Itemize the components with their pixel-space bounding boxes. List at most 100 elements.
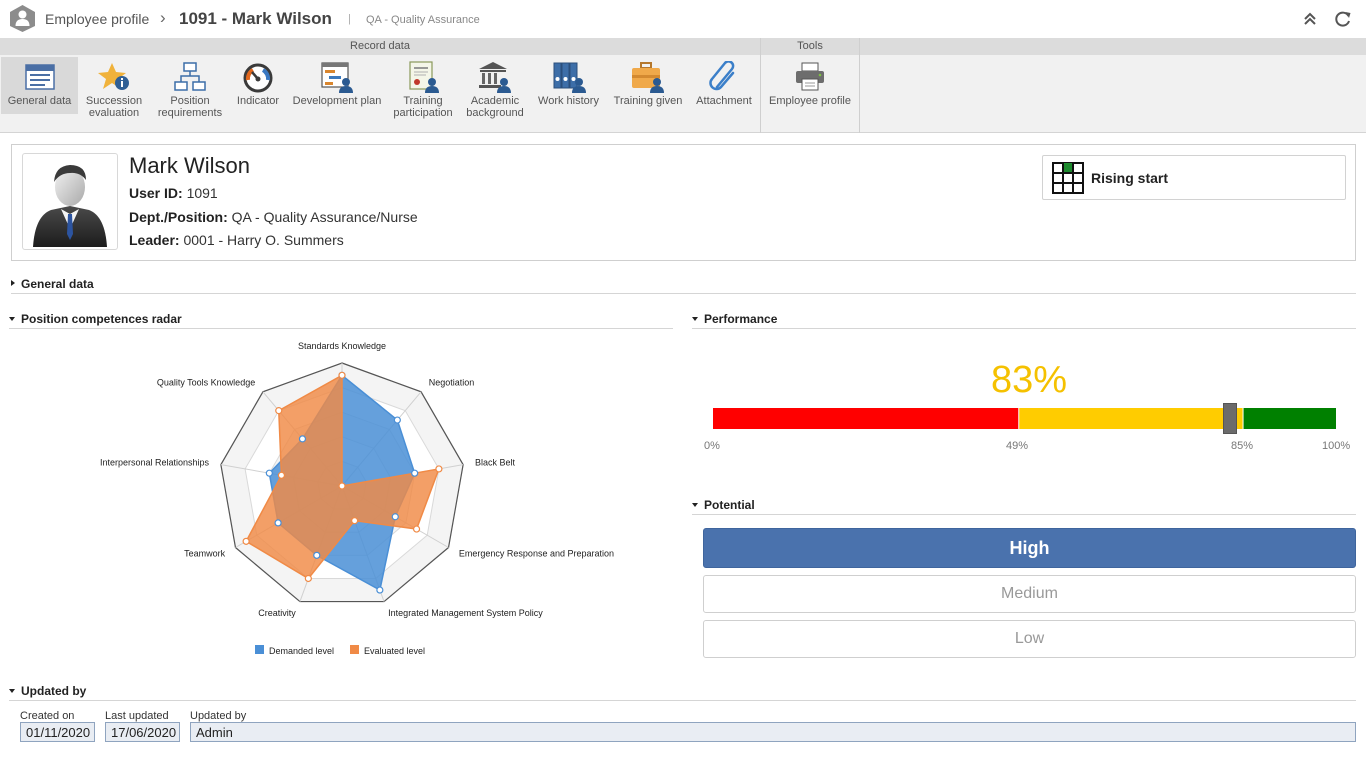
nine-box-grid-icon	[1052, 162, 1084, 194]
ribbon-label: requirements	[157, 107, 223, 119]
legend-swatch	[350, 645, 359, 654]
ribbon-label: evaluation	[88, 107, 140, 119]
app-logo-icon	[10, 5, 35, 32]
expand-arrow-icon	[11, 280, 15, 286]
breadcrumb-separator: ›	[160, 8, 166, 27]
ribbon-label: Academic	[470, 95, 520, 107]
classification-badge[interactable]: Rising start	[1042, 155, 1346, 200]
radar-axis-label: Negotiation	[429, 378, 475, 388]
collapse-arrow-icon	[692, 503, 698, 507]
ribbon-button-general-data[interactable]: General data	[1, 57, 78, 114]
user-id-row: User ID: 1091	[129, 185, 218, 201]
radar-axis-label: Integrated Management System Policy	[388, 608, 543, 618]
certificate-user-icon	[409, 61, 439, 93]
leader-value: 0001 - Harry O. Summers	[183, 232, 344, 248]
last-updated-field[interactable]: 17/06/2020	[105, 722, 180, 742]
potential-option-high[interactable]: High	[703, 528, 1356, 568]
ribbon-button-indicator[interactable]: Indicator	[232, 57, 284, 114]
radar-data-point	[242, 537, 250, 545]
group-header-filler	[860, 38, 1366, 55]
ribbon-button-position-requirements[interactable]: Position requirements	[152, 57, 228, 119]
ribbon-label: Attachment	[696, 95, 752, 107]
refresh-icon[interactable]	[1333, 9, 1353, 29]
radar-data-point	[275, 407, 283, 415]
gantt-user-icon	[321, 62, 353, 93]
collapse-icon[interactable]	[1300, 9, 1320, 29]
gauge-band	[1243, 408, 1336, 429]
ribbon-button-succession-evaluation[interactable]: Succession evaluation	[80, 57, 148, 119]
legend-label: Demanded level	[269, 646, 334, 656]
leader-label: Leader:	[129, 232, 180, 248]
avatar	[22, 153, 118, 250]
employee-card: Mark Wilson User ID: 1091 Dept./Position…	[11, 144, 1356, 261]
radar-outer-ring	[220, 362, 464, 603]
radar-data-point	[376, 586, 384, 594]
gauge-band	[1019, 408, 1243, 429]
radar-data-point	[391, 513, 399, 521]
group-tools-header: Tools	[761, 38, 859, 55]
ribbon-button-employee-profile[interactable]: Employee profile	[766, 57, 854, 114]
radar-data-point	[435, 465, 443, 473]
performance-gauge	[713, 408, 1336, 429]
leader-row: Leader: 0001 - Harry O. Summers	[129, 232, 344, 248]
legend-label: Evaluated level	[364, 646, 425, 656]
radar-series-area	[245, 374, 441, 580]
ribbon-label: Training	[403, 95, 443, 107]
dept-position-row: Dept./Position: QA - Quality Assurance/N…	[129, 209, 418, 225]
ribbon-button-training-given[interactable]: Training given	[610, 57, 686, 114]
section-title: Performance	[704, 312, 778, 326]
radar-data-point	[277, 471, 286, 479]
radar-axis-label: Quality Tools Knowledge	[157, 378, 255, 388]
radar-data-point	[298, 435, 307, 443]
competences-radar-chart: Standards Knowledge Negotiation Black Belt…	[100, 341, 614, 656]
section-potential[interactable]: Potential	[692, 498, 1356, 515]
radar-axis-label: Creativity	[258, 608, 296, 618]
section-title: General data	[21, 277, 94, 291]
ribbon-button-training-participation[interactable]: Training participation	[392, 57, 454, 119]
radar-axis-label: Emergency Response and Preparation	[459, 549, 614, 559]
section-general-data[interactable]: General data	[11, 277, 1356, 294]
radar-data-point	[338, 482, 346, 490]
potential-option-low[interactable]: Low	[703, 620, 1356, 658]
binders-user-icon	[553, 62, 586, 93]
radar-data-point	[351, 517, 359, 525]
radar-data-point	[313, 551, 321, 559]
section-performance[interactable]: Performance	[692, 312, 1356, 329]
gauge-band	[713, 408, 1019, 429]
created-on-label: Created on	[20, 710, 75, 722]
employee-name: Mark Wilson	[129, 153, 251, 178]
ribbon-button-attachment[interactable]: Attachment	[692, 57, 756, 114]
collapse-arrow-icon	[692, 317, 698, 321]
group-record-data-header: Record data	[0, 38, 760, 55]
updated-by-label: Updated by	[190, 710, 247, 722]
section-position-competences-radar[interactable]: Position competences radar	[9, 312, 673, 329]
group-divider	[760, 38, 761, 133]
collapse-arrow-icon	[9, 317, 15, 321]
printer-icon	[796, 62, 824, 91]
gauge-tick-label: 49%	[1006, 440, 1029, 452]
user-id-label: User ID:	[129, 185, 183, 201]
org-chart-icon	[174, 62, 206, 91]
updated-by-field[interactable]: Admin	[190, 722, 1356, 742]
section-updated-by[interactable]: Updated by	[9, 684, 1356, 701]
gauge-icon	[243, 63, 273, 93]
user-id-value: 1091	[186, 185, 218, 201]
ribbon-label: participation	[393, 107, 453, 119]
radar-data-point	[393, 416, 401, 424]
performance-value: 83%	[990, 359, 1068, 401]
ribbon-button-academic-background[interactable]: Academic background	[463, 57, 527, 119]
radar-data-point	[411, 469, 419, 477]
collapse-arrow-icon	[9, 689, 15, 693]
ribbon-toolbar: Record data Tools General data Successio…	[0, 38, 1366, 133]
ribbon-label: Indicator	[236, 95, 280, 107]
institution-user-icon	[479, 62, 511, 93]
gauge-tick-label: 0%	[704, 440, 720, 452]
ribbon-button-development-plan[interactable]: Development plan	[290, 57, 384, 114]
ribbon-button-work-history[interactable]: Work history	[535, 57, 602, 114]
group-divider	[859, 38, 860, 133]
created-on-field[interactable]: 01/11/2020	[20, 722, 95, 742]
radar-data-point	[412, 525, 421, 533]
radar-data-point	[304, 574, 312, 583]
potential-option-medium[interactable]: Medium	[703, 575, 1356, 613]
module-title[interactable]: Employee profile	[45, 11, 150, 27]
